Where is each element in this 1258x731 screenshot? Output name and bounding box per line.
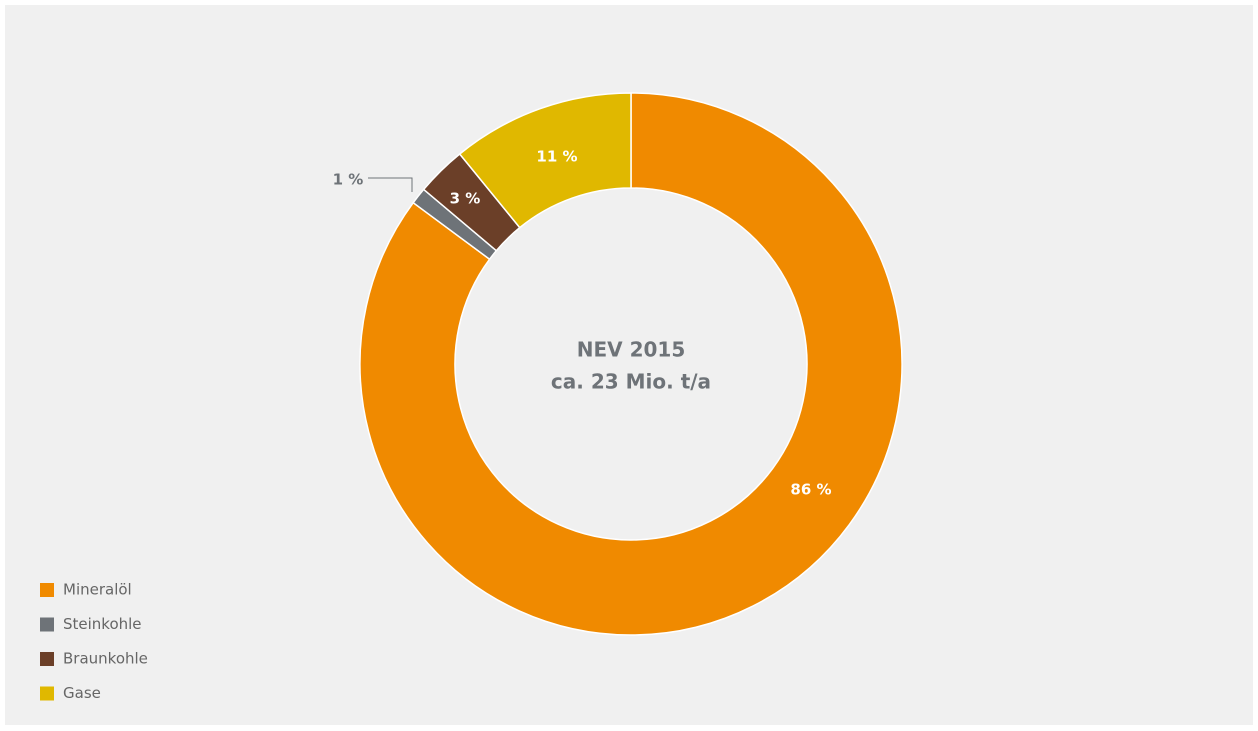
legend-label: Braunkohle bbox=[63, 650, 148, 668]
leader-line bbox=[368, 177, 413, 192]
data-label: 1 % bbox=[333, 171, 364, 189]
data-label: 3 % bbox=[450, 190, 481, 208]
legend-swatch bbox=[40, 686, 54, 701]
donut-segment bbox=[458, 92, 632, 229]
legend-swatch bbox=[40, 652, 54, 666]
center-subtitle: ca. 23 Mio. t/a bbox=[551, 370, 711, 394]
donut-segment bbox=[359, 92, 903, 636]
legend-swatch bbox=[40, 617, 54, 632]
center-title: NEV 2015 bbox=[577, 338, 686, 362]
data-label: 11 % bbox=[536, 148, 577, 166]
data-label: 86 % bbox=[790, 481, 831, 499]
legend-swatch bbox=[40, 583, 54, 597]
legend-label: Steinkohle bbox=[63, 615, 142, 633]
legend-label: Mineralöl bbox=[63, 581, 132, 599]
legend-label: Gase bbox=[63, 684, 101, 702]
